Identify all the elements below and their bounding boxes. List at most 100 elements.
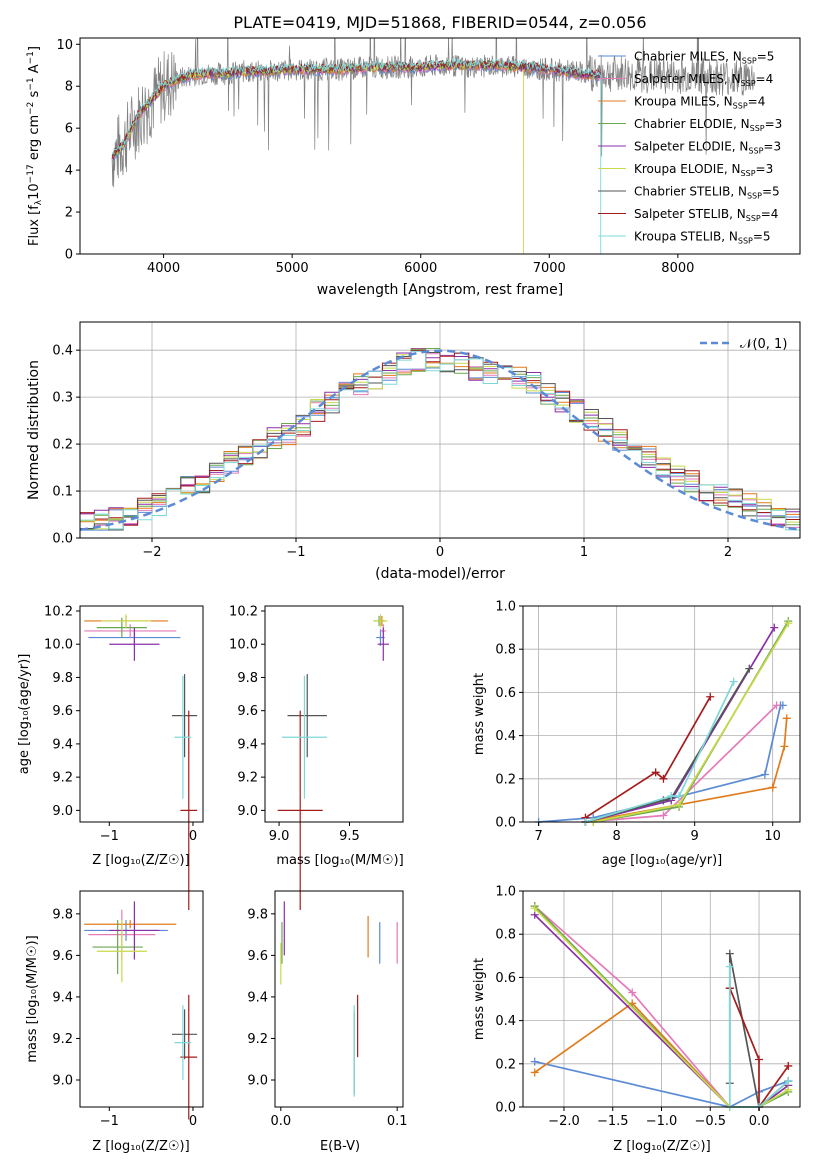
mass-weight-marker — [760, 770, 769, 779]
mass-weight-vs-z-x-label: Z [log₁₀(Z/Z☉)] — [613, 1139, 710, 1154]
y-tick-label: 10.2 — [44, 604, 73, 619]
mass-weight-vs-z-y-ticks: 0.0 0.2 0.4 0.6 0.8 1.0 — [495, 885, 523, 1116]
residuals-legend: 𝒩(0, 1) — [700, 337, 787, 352]
mass-weight-series-line — [585, 668, 751, 823]
spectrum-frame — [79, 37, 801, 255]
residuals-x-label: (data-model)/error — [375, 566, 505, 582]
legend-entry-label: Chabrier MILES, NSSP=5 — [634, 50, 774, 66]
x-tick-label: 8000 — [661, 261, 694, 276]
mass-weight-vs-age-plot-area — [534, 617, 793, 826]
x-tick-label: 0.0 — [749, 1114, 770, 1129]
x-tick-label: 8 — [612, 829, 620, 844]
age-vs-z-frame — [79, 605, 204, 823]
y-tick-label: 10 — [56, 38, 73, 53]
y-tick-label: 9.4 — [52, 990, 73, 1005]
y-tick-label: 0.2 — [495, 1057, 516, 1072]
mass-weight-marker — [770, 623, 779, 632]
mass-weight-marker — [675, 800, 684, 809]
y-tick-label: 9.8 — [52, 671, 73, 686]
y-tick-label: 9.4 — [52, 737, 73, 752]
x-tick-label: 7 — [534, 829, 542, 844]
spectrum-y-ticks: 0 2 4 6 8 10 — [56, 38, 80, 263]
mass-vs-z-y-label: mass [log₁₀(M/M☉)] — [25, 935, 40, 1062]
y-tick-label: 0.0 — [52, 532, 73, 547]
mass-vs-ebv-x-ticks: 0.0 0.1 — [270, 1107, 408, 1129]
y-tick-label: 9.2 — [237, 771, 258, 786]
mass-weight-marker — [530, 1068, 539, 1077]
gaussian-curve — [79, 349, 801, 532]
y-tick-label: 0.3 — [52, 391, 73, 406]
x-tick-label: 9 — [691, 829, 699, 844]
y-tick-label: 9.8 — [247, 907, 268, 922]
y-tick-label: 10.0 — [229, 638, 258, 653]
y-tick-label: 0.0 — [495, 1101, 516, 1116]
mass-weight-marker — [659, 774, 668, 783]
mass-weight-vs-age-panel: 7 8 9 10 0.0 0.2 0.4 0.6 0.8 1.0 age [log₁₀(age/… — [472, 600, 801, 868]
mass-weight-marker — [659, 811, 668, 820]
gaussian-legend-label: 𝒩(0, 1) — [740, 337, 787, 352]
y-tick-label: 2 — [65, 206, 73, 221]
y-tick-label: 10.2 — [229, 604, 258, 619]
mass-weight-vs-age-x-label: age [log₁₀(age/yr)] — [602, 853, 723, 868]
mass-weight-marker — [772, 701, 781, 710]
y-tick-label: 1.0 — [495, 600, 516, 615]
mass-vs-ebv-frame — [274, 890, 404, 1108]
mass-vs-ebv-panel: 0.0 0.1 9.0 9.2 9.4 9.6 9.8 E(B-V) — [247, 890, 408, 1154]
y-tick-label: 9.6 — [52, 704, 73, 719]
mass-weight-series-line — [729, 987, 789, 1110]
y-tick-label: 0.4 — [495, 1014, 516, 1029]
legend-entry-label: Chabrier STELIB, NSSP=5 — [634, 185, 780, 201]
x-tick-label: 7000 — [533, 261, 566, 276]
y-tick-label: 0.2 — [52, 438, 73, 453]
mass-weight-marker — [782, 714, 791, 723]
spectrum-x-ticks: 4000 5000 6000 7000 8000 — [147, 254, 694, 276]
y-tick-label: 0.8 — [495, 643, 516, 658]
mass-weight-vs-age-frame — [522, 605, 801, 823]
mass-weight-marker — [784, 619, 793, 628]
y-tick-label: 10.0 — [44, 638, 73, 653]
y-tick-label: 9.2 — [52, 771, 73, 786]
figure-title: PLATE=0419, MJD=51868, FIBERID=0544, z=0… — [233, 13, 646, 32]
x-tick-label: 1 — [580, 545, 588, 560]
x-tick-label: 0.1 — [387, 1114, 408, 1129]
x-tick-label: 0.0 — [270, 1114, 291, 1129]
mass-vs-z-plot-area — [84, 901, 198, 1120]
mass-weight-vs-age-y-ticks: 0.0 0.2 0.4 0.6 0.8 1.0 — [495, 600, 523, 831]
x-tick-label: −1 — [100, 1114, 119, 1129]
residuals-y-ticks: 0.0 0.1 0.2 0.3 0.4 — [52, 344, 80, 547]
legend-entry-label: Salpeter STELIB, NSSP=4 — [634, 207, 778, 223]
mass-weight-marker — [784, 1061, 793, 1070]
y-tick-label: 9.0 — [52, 804, 73, 819]
y-tick-label: 9.0 — [237, 804, 258, 819]
x-tick-label: 5000 — [276, 261, 309, 276]
y-tick-label: 0.1 — [52, 485, 73, 500]
age-vs-z-y-label: age [log₁₀(age/yr)] — [17, 654, 32, 775]
residuals-panel: −2 −1 0 1 2 0.0 0.1 0.2 0.3 0.4 (data-model)/err… — [26, 321, 801, 582]
age-vs-mass-plot-area — [277, 614, 389, 911]
x-tick-label: −1.5 — [597, 1114, 629, 1129]
mass-weight-vs-z-y-label: mass weight — [472, 958, 487, 1040]
y-tick-label: 9.4 — [247, 990, 268, 1005]
x-tick-label: −2 — [142, 545, 161, 560]
legend-entry-label: Kroupa STELIB, NSSP=5 — [634, 230, 771, 246]
age-vs-mass-x-label: mass [log₁₀(M/M☉)] — [276, 853, 403, 868]
age-vs-mass-y-ticks: 9.0 9.2 9.4 9.6 9.8 10.0 10.2 — [229, 604, 265, 819]
y-tick-label: 6 — [65, 122, 73, 137]
legend-entry-label: Kroupa ELODIE, NSSP=3 — [634, 162, 773, 178]
mass-weight-marker — [651, 768, 660, 777]
x-tick-label: −0.5 — [694, 1114, 726, 1129]
mass-weight-marker — [729, 677, 738, 686]
residuals-y-label: Normed distribution — [26, 360, 42, 500]
y-tick-label: 0.4 — [52, 344, 73, 359]
y-tick-label: 9.2 — [247, 1032, 268, 1047]
mass-weight-vs-age-x-ticks: 7 8 9 10 — [534, 822, 781, 844]
residual-histogram-step — [79, 350, 800, 538]
y-tick-label: 9.0 — [247, 1074, 268, 1089]
mass-weight-marker — [530, 904, 539, 913]
spectrum-plot-area — [111, 38, 756, 254]
y-tick-label: 9.6 — [237, 704, 258, 719]
y-tick-label: 9.2 — [52, 1032, 73, 1047]
spectrum-legend: Chabrier MILES, NSSP=5 Salpeter MILES, NS… — [598, 50, 782, 246]
x-tick-label: 10 — [764, 829, 781, 844]
y-tick-label: 9.8 — [52, 907, 73, 922]
